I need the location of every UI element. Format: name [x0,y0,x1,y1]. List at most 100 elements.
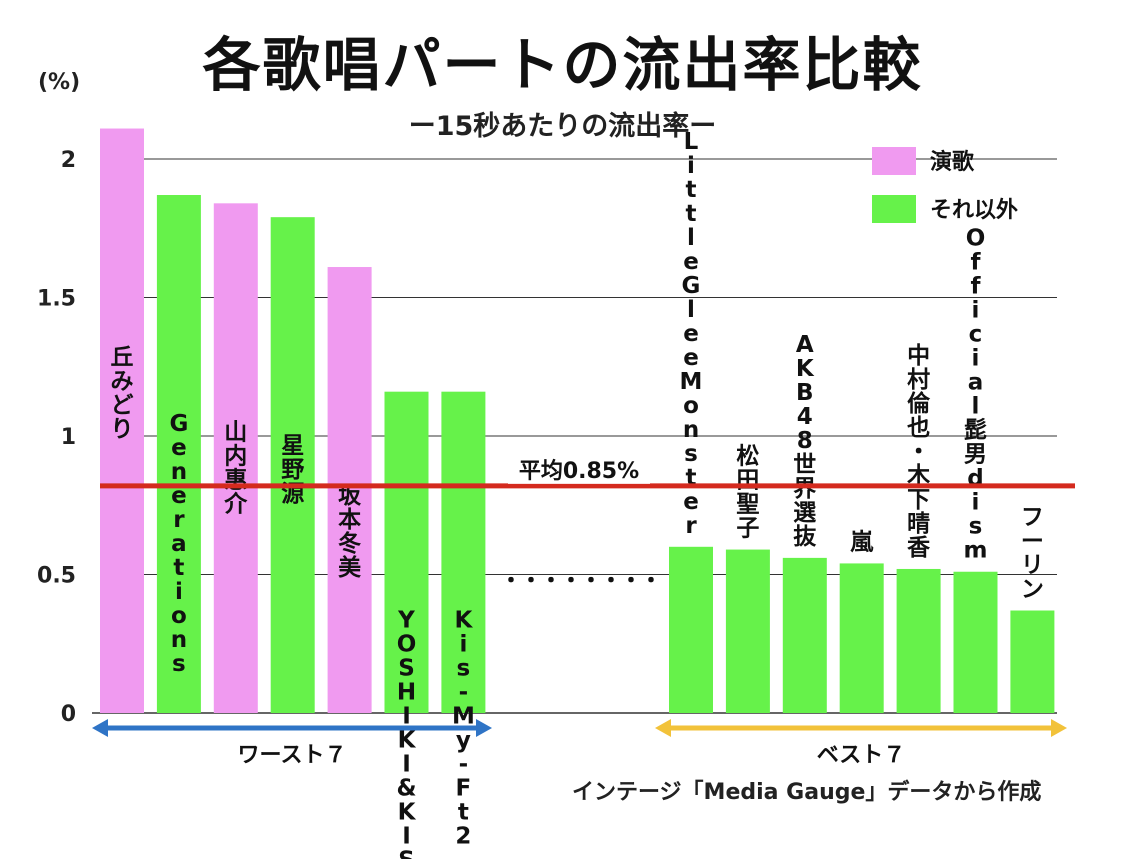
bar-label-char: - [459,680,469,706]
bar-label-char: l [972,394,980,420]
bar-label-char: ン [1021,577,1044,603]
bar-label-char: s [172,651,186,677]
bar-label-char: 美 [338,554,361,581]
bar-label-char: ・ [907,439,930,465]
ellipsis-dots: ・・・・・・・・ [500,569,660,594]
bar-label-char: 8 [797,428,813,454]
bar-label-char: G [169,411,188,437]
best-bar [953,571,998,713]
bar-label-char: 中 [907,343,930,369]
legend-label-other: それ以外 [930,197,1018,223]
bar-label-char: y [456,728,471,754]
bar-label-char: i [459,632,467,658]
bar-label-char: r [685,513,697,539]
bar-label-char: 田 [736,468,759,494]
chart-title: 各歌唱パートの流出率比較 [202,31,923,99]
bar-label-char: s [457,656,471,682]
best-group-arrow-head-right [1051,719,1067,737]
worst-bar [270,217,315,714]
bar-label-char: 冬 [338,530,361,557]
bar-label-char: 松 [736,444,759,470]
y-axis-unit: (%) [38,70,81,95]
bar-label-char: K [454,608,473,634]
bar-label-char: 本 [338,507,361,533]
bar-label-char: 子 [736,516,759,542]
bar-label-char: 聖 [736,492,759,518]
bar-label-char: H [397,680,416,706]
bar-label-char: i [972,490,980,516]
bar-label-char: e [683,489,699,515]
bar-label-char: 世 [793,452,816,478]
source-note: インテージ「Media Gauge」データから作成 [572,780,1042,805]
bar-label-char: i [972,298,980,324]
bar-label-char: ど [111,393,134,419]
bar-label-char: フ [1021,505,1044,531]
bar-label-char: n [683,417,699,443]
bar-label-char: t [686,201,697,227]
bar-label-char: 選 [793,500,816,526]
bar-label-char: m [964,538,988,564]
best-bar [1010,610,1055,713]
bar-label-char: M [452,704,475,730]
bar-label-char: 男 [964,442,987,468]
bar-label-char: e [683,249,699,275]
bar-label-char: f [970,250,981,276]
bar-label-char: 倫 [907,390,931,417]
bar-label-char: I [402,752,411,778]
bar-label-char: 4 [797,404,813,430]
bar-label-char: K [796,356,815,382]
bar-label-char: A [796,332,814,358]
bar-label-char: & [396,776,416,802]
best-bar [782,557,827,713]
bar-label-char: り [111,417,134,443]
bar-label-char: e [171,435,187,461]
bar-label-char: L [684,129,699,155]
bar-label-char: O [397,632,417,658]
bar-label-char: l [687,297,695,323]
bar-label-char: 村 [907,367,930,393]
bar-label-char: i [972,346,980,372]
bar-label-char: 也 [907,415,930,441]
worst-group-label: ワースト７ [238,743,347,768]
bar-label-char: i [687,153,695,179]
bar-label-char: Y [397,608,415,634]
best-group-label: ベスト７ [817,743,905,768]
bar-label-char: t [686,177,697,203]
bar-label-char: s [969,514,983,540]
y-tick-label: 0 [61,702,76,727]
bar-label-char: S [398,848,415,859]
bar-label-char: K [398,800,417,826]
bar-label-char: t [173,555,184,581]
bar-label-char: 介 [223,491,248,517]
bar-label-char: 丘 [111,345,134,371]
average-label: 平均0.85% [519,458,639,484]
bar-label-char: a [171,531,187,557]
bar-label-char: O [966,226,986,252]
bar-label-char: t [458,800,469,826]
worst-bar [213,203,258,713]
best-bar [896,568,941,713]
worst-bar [156,195,201,713]
bar-label-char: s [684,441,698,467]
bar-label-char: o [683,393,699,419]
chart-subtitle: ー15秒あたりの流出率ー [408,111,717,142]
bar-label-char: G [682,273,701,299]
bar-label-char: 野 [281,457,304,483]
bar-label-char: 香 [907,535,931,561]
best-group-arrow-head-left [655,719,671,737]
bar-label-char: f [970,274,981,300]
bar-label-char: S [398,656,415,682]
best-bar [725,549,770,713]
bar-label-char: ー [1021,529,1044,555]
bar-label-char: 抜 [793,523,817,550]
bar-label-char: 内 [224,443,247,469]
bar-label-char: e [171,483,187,509]
bar-label-char: 星 [281,433,304,459]
bar-label-char: F [456,776,472,802]
bar-label-char: t [686,465,697,491]
legend-swatch-other [872,195,916,223]
bar-label-char: み [111,369,134,395]
worst-group-arrow-head-left [92,719,108,737]
bar-label-char: M [680,369,703,395]
